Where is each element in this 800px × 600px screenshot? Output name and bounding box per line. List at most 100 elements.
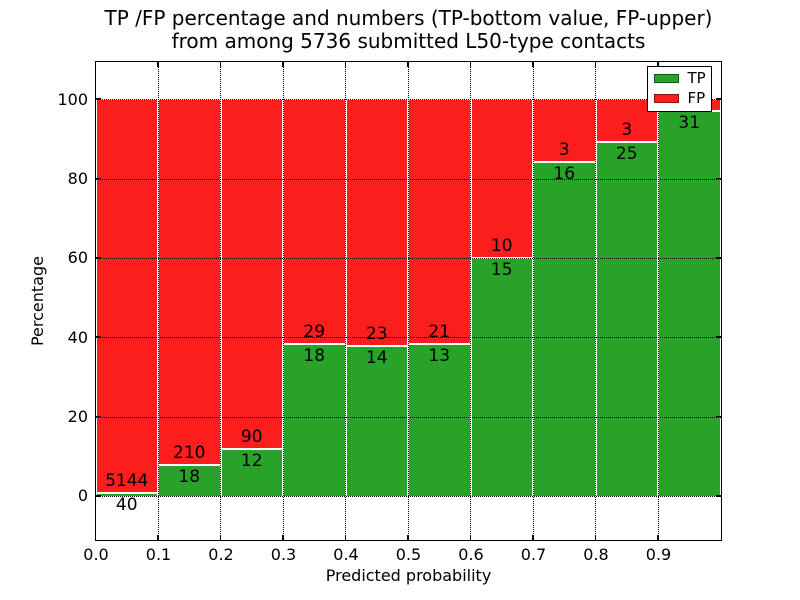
x-tick-label: 0.1 [145, 545, 172, 564]
tp-count-label: 12 [240, 451, 263, 472]
y-tick-label: 0 [77, 486, 88, 506]
x-tick-mark [469, 534, 472, 540]
y-tick-label: 60 [67, 248, 88, 268]
x-tick-mark [594, 61, 597, 67]
y-tick-label: 100 [57, 89, 88, 109]
y-tick-label: 80 [67, 169, 88, 189]
x-tick-label: 0.9 [645, 545, 672, 564]
y-tick-mark [95, 415, 101, 418]
bar-segment-fp [158, 99, 221, 465]
fp-count-label: 10 [490, 235, 513, 256]
fp-count-label: 5144 [105, 470, 149, 491]
x-tick-mark [407, 61, 409, 67]
bar-segment-tp [345, 345, 408, 496]
y-tick-label: 20 [67, 407, 88, 427]
x-gridline [657, 61, 659, 540]
y-gridline [95, 337, 721, 339]
x-tick-mark [657, 534, 659, 540]
x-tick-mark [219, 61, 222, 67]
x-tick-label: 0.0 [83, 545, 109, 564]
y-gridline [95, 99, 721, 101]
tp-count-label: 13 [428, 346, 451, 367]
tp-count-label: 40 [115, 494, 138, 515]
x-gridline [407, 61, 409, 540]
fp-count-label: 21 [428, 322, 451, 343]
x-tick-label: 0.6 [458, 545, 484, 564]
bar-segment-tp [658, 111, 721, 496]
x-tick-mark [532, 534, 534, 540]
tp-legend-label: TP [687, 69, 706, 88]
fp-count-label: 210 [173, 442, 206, 463]
x-tick-mark [532, 61, 534, 67]
x-tick-label: 0.5 [395, 545, 422, 564]
x-gridline [345, 61, 346, 540]
y-gridline [95, 416, 721, 418]
x-gridline [282, 61, 284, 540]
y-gridline [95, 178, 721, 180]
y-tick-mark [715, 257, 721, 259]
y-gridline [95, 495, 721, 497]
tp-count-label: 25 [615, 143, 638, 164]
tp-count-label: 31 [678, 113, 701, 134]
bar-segment-fp [408, 99, 471, 345]
x-tick-mark [219, 534, 222, 540]
fp-count-label: 3 [558, 139, 570, 160]
y-tick-mark [95, 177, 101, 180]
x-tick-mark [657, 61, 659, 67]
y-tick-label: 40 [67, 327, 88, 347]
legend-entry-fp: FP [648, 88, 711, 107]
y-tick-mark [715, 177, 721, 180]
tp-count-label: 18 [178, 466, 201, 487]
bar-segment-fp [345, 99, 408, 346]
fp-count-label: 90 [240, 427, 263, 448]
x-tick-mark [407, 534, 409, 540]
bar-segment-tp [470, 257, 533, 496]
plot-area: TP FP 5144 40 210 18 90 12 29 18 23 14 21 13 10 15 3 16… [94, 60, 722, 541]
x-tick-label: 0.7 [520, 545, 547, 564]
bar-segment-fp [283, 99, 346, 344]
y-tick-mark [95, 495, 101, 497]
x-tick-mark [594, 534, 597, 540]
x-axis-label: Predicted probability [325, 566, 492, 585]
x-tick-label: 0.8 [583, 545, 609, 564]
bar-segment-tp [220, 449, 283, 496]
bar-segment-tp [283, 343, 346, 496]
tp-count-label: 16 [553, 163, 576, 184]
chart-title-line1: TP /FP percentage and numbers (TP-bottom… [104, 6, 713, 30]
x-gridline [470, 61, 471, 540]
x-tick-mark [344, 61, 347, 67]
bar-segment-tp [408, 344, 471, 496]
fp-count-label: 29 [303, 321, 326, 342]
x-gridline [595, 61, 596, 540]
tp-count-label: 15 [490, 259, 513, 280]
y-tick-mark [715, 495, 721, 497]
x-tick-mark [157, 61, 159, 67]
y-tick-mark [715, 415, 721, 418]
y-tick-mark [95, 257, 101, 259]
chart-title: TP /FP percentage and numbers (TP-bottom… [96, 7, 721, 53]
y-axis-label: Percentage [28, 256, 47, 347]
fp-legend-label: FP [687, 88, 706, 107]
y-tick-mark [715, 98, 721, 100]
x-gridline [157, 61, 159, 540]
bar-segment-tp [595, 141, 658, 496]
chart-title-line2: from among 5736 submitted L50-type conta… [171, 29, 646, 53]
x-tick-mark [282, 534, 284, 540]
y-tick-mark [95, 336, 101, 338]
fp-count-label: 3 [621, 119, 633, 140]
tp-legend-swatch [653, 74, 679, 84]
x-gridline [220, 61, 221, 540]
y-gridline [95, 257, 721, 259]
bar-segment-tp [533, 161, 596, 496]
x-tick-mark [157, 534, 159, 540]
legend: TP FP [646, 65, 712, 112]
bar-segment-fp [220, 99, 283, 450]
x-tick-mark [282, 61, 284, 67]
x-tick-mark [469, 61, 472, 67]
x-tick-mark [344, 534, 347, 540]
fp-legend-swatch [653, 93, 679, 103]
x-tick-label: 0.3 [270, 545, 297, 564]
x-tick-label: 0.2 [208, 545, 234, 564]
bar-segment-fp [95, 99, 158, 493]
